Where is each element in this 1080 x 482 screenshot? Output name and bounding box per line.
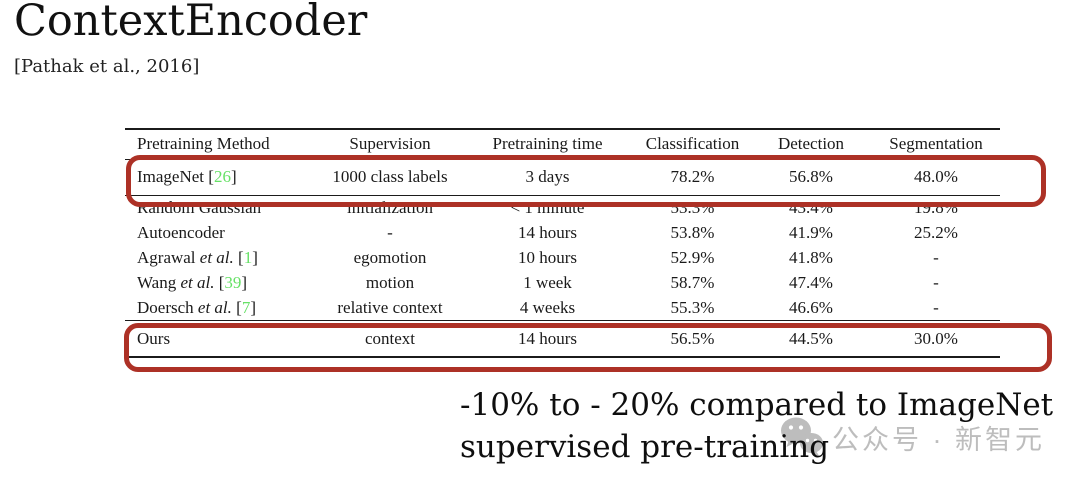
- col-header-classification: Classification: [635, 129, 750, 160]
- cell-classification: 58.7%: [670, 273, 715, 293]
- cell-supervision: motion: [365, 273, 415, 293]
- cell-detection: 43.4%: [789, 197, 833, 217]
- et-al-label: et al.: [195, 247, 234, 267]
- cell-classification: 53.3%: [670, 197, 715, 217]
- cell-segmentation: -: [933, 247, 939, 267]
- citation-number: 26: [213, 167, 231, 186]
- table-row-autoencoder: Autoencoder - 14 hours 53.8% 41.9% 25.2%: [125, 220, 1000, 245]
- cell-pretraining-time: 10 hours: [517, 247, 578, 267]
- et-al-label: et al.: [176, 273, 215, 293]
- cell-detection: 44.5%: [750, 320, 872, 358]
- table-row-imagenet: ImageNet [26] 1000 class labels 3 days 78.2…: [125, 159, 1000, 196]
- cell-classification: 78.2%: [635, 159, 750, 196]
- col-header-segmentation: Segmentation: [872, 129, 1000, 160]
- cell-pretraining-time: 14 hours: [460, 320, 635, 358]
- cell-method: Random Gaussian: [137, 197, 262, 217]
- cell-method: Doersch et al. [7]: [125, 295, 320, 322]
- watermark: 公众号 · 新智元: [780, 416, 1045, 458]
- table-row-ours: Ours context 14 hours 56.5% 44.5% 30.0%: [125, 320, 1000, 358]
- cell-method: ImageNet [26]: [125, 159, 320, 196]
- cell-segmentation: 19.8%: [914, 197, 958, 217]
- table-body: ImageNet [26] 1000 class labels 3 days 78.2…: [125, 159, 1000, 358]
- cell-supervision: egomotion: [353, 247, 427, 267]
- cell-method: Autoencoder: [137, 222, 225, 242]
- cell-supervision: -: [387, 222, 393, 242]
- cell-classification: 52.9%: [670, 247, 715, 267]
- cell-detection: 41.9%: [789, 222, 833, 242]
- cell-pretraining-time: 14 hours: [517, 222, 578, 242]
- cell-pretraining-time: < 1 minute: [510, 197, 585, 217]
- page-title: ContextEncoder: [14, 0, 368, 46]
- cell-supervision: initialization: [347, 197, 433, 217]
- cell-pretraining-time: 1 week: [523, 273, 572, 293]
- cell-detection: 56.8%: [750, 159, 872, 196]
- cell-method: Agrawal et al. [1]: [137, 247, 258, 267]
- cell-classification: 55.3%: [635, 295, 750, 322]
- col-header-pretraining-method: Pretraining Method: [125, 129, 320, 160]
- col-header-pretraining-time: Pretraining time: [460, 129, 635, 160]
- citation-number: 1: [243, 247, 253, 267]
- citation-number: 7: [241, 298, 251, 318]
- citation-reference: [Pathak et al., 2016]: [14, 56, 200, 77]
- results-table: Pretraining Method Supervision Pretraini…: [125, 128, 1000, 358]
- cell-segmentation: -: [872, 295, 1000, 322]
- wechat-icon: [781, 417, 823, 457]
- cell-method: Wang et al. [39]: [137, 273, 248, 293]
- table-row-agrawal: Agrawal et al. [1] egomotion 10 hours 52.9%…: [125, 245, 1000, 270]
- cell-pretraining-time: 4 weeks: [460, 295, 635, 322]
- citation-number: 39: [224, 273, 242, 293]
- col-header-supervision: Supervision: [320, 129, 460, 160]
- cell-segmentation: -: [933, 273, 939, 293]
- et-al-label: et al.: [193, 298, 232, 318]
- table-header-row: Pretraining Method Supervision Pretraini…: [125, 129, 1000, 160]
- cell-detection: 47.4%: [789, 273, 833, 293]
- cell-pretraining-time: 3 days: [460, 159, 635, 196]
- caption-line-2: supervised pre-training: [460, 429, 830, 465]
- watermark-text: 公众号 · 新智元: [832, 424, 1045, 455]
- table-row-wang: Wang et al. [39] motion 1 week 58.7% 47.4% -: [125, 271, 1000, 296]
- caption-line-1: -10% to - 20% compared to ImageNet: [460, 387, 1054, 423]
- cell-classification: 53.8%: [670, 222, 715, 242]
- results-table-wrapper: Pretraining Method Supervision Pretraini…: [125, 128, 1000, 358]
- cell-segmentation: 25.2%: [914, 222, 958, 242]
- cell-segmentation: 48.0%: [872, 159, 1000, 196]
- cell-method: Ours: [125, 320, 320, 358]
- cell-detection: 41.8%: [789, 247, 833, 267]
- cell-supervision: relative context: [320, 295, 460, 322]
- table-row-doersch: Doersch et al. [7] relative context 4 week…: [125, 295, 1000, 322]
- cell-supervision: context: [320, 320, 460, 358]
- col-header-detection: Detection: [750, 129, 872, 160]
- caption: -10% to - 20% compared to ImageNet super…: [460, 384, 1053, 468]
- cell-supervision: 1000 class labels: [320, 159, 460, 196]
- cell-segmentation: 30.0%: [872, 320, 1000, 358]
- cell-classification: 56.5%: [635, 320, 750, 358]
- cell-detection: 46.6%: [750, 295, 872, 322]
- table-row-random-gaussian: Random Gaussian initialization < 1 minute 5…: [125, 195, 1000, 220]
